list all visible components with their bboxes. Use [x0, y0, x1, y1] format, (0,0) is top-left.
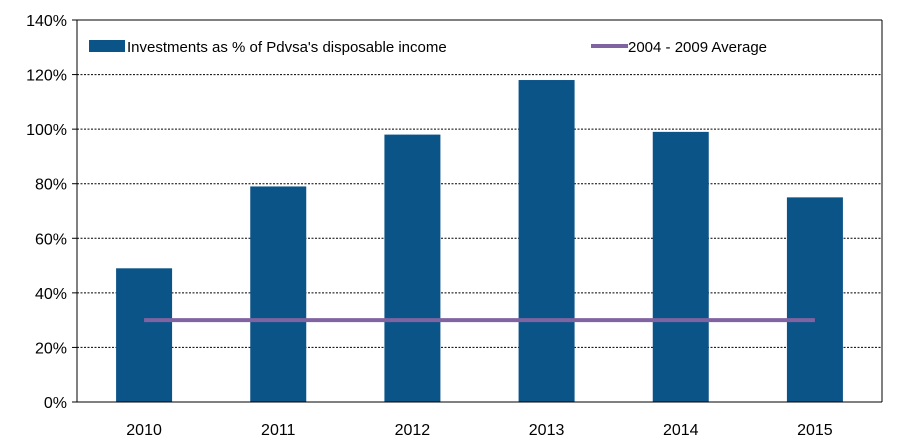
x-tick-label: 2010	[126, 422, 162, 439]
y-tick-label: 20%	[35, 340, 67, 357]
bar-series	[116, 80, 843, 403]
y-tick-label: 0%	[44, 395, 67, 412]
bar	[116, 268, 173, 402]
y-axis-tick-labels: 0% 20% 40% 60% 80% 100% 120% 140%	[26, 13, 67, 412]
y-tick-label: 60%	[35, 231, 67, 248]
x-axis-tick-labels: 2010 2011 2012 2013 2014 2015	[126, 422, 833, 439]
y-tick-label: 120%	[26, 68, 67, 85]
bar	[786, 197, 843, 402]
x-tick-label: 2012	[395, 422, 431, 439]
bar	[518, 80, 575, 403]
legend-label-investments: Investments as % of Pdvsa's disposable i…	[127, 39, 447, 56]
axes	[72, 19, 883, 403]
gridlines	[77, 19, 882, 348]
bar	[652, 131, 709, 402]
x-tick-label: 2013	[529, 422, 565, 439]
x-tick-label: 2015	[797, 422, 833, 439]
x-tick-label: 2011	[261, 422, 296, 439]
bar	[250, 186, 307, 402]
y-tick-label: 140%	[26, 13, 67, 30]
y-tick-label: 80%	[35, 177, 67, 194]
legend-bar-swatch	[89, 40, 125, 52]
x-tick-label: 2014	[663, 422, 699, 439]
y-tick-label: 100%	[26, 122, 67, 139]
legend-label-average: 2004 - 2009 Average	[628, 39, 767, 56]
bar	[384, 134, 441, 402]
y-tick-label: 40%	[35, 286, 67, 303]
legend: Investments as % of Pdvsa's disposable i…	[89, 39, 767, 56]
